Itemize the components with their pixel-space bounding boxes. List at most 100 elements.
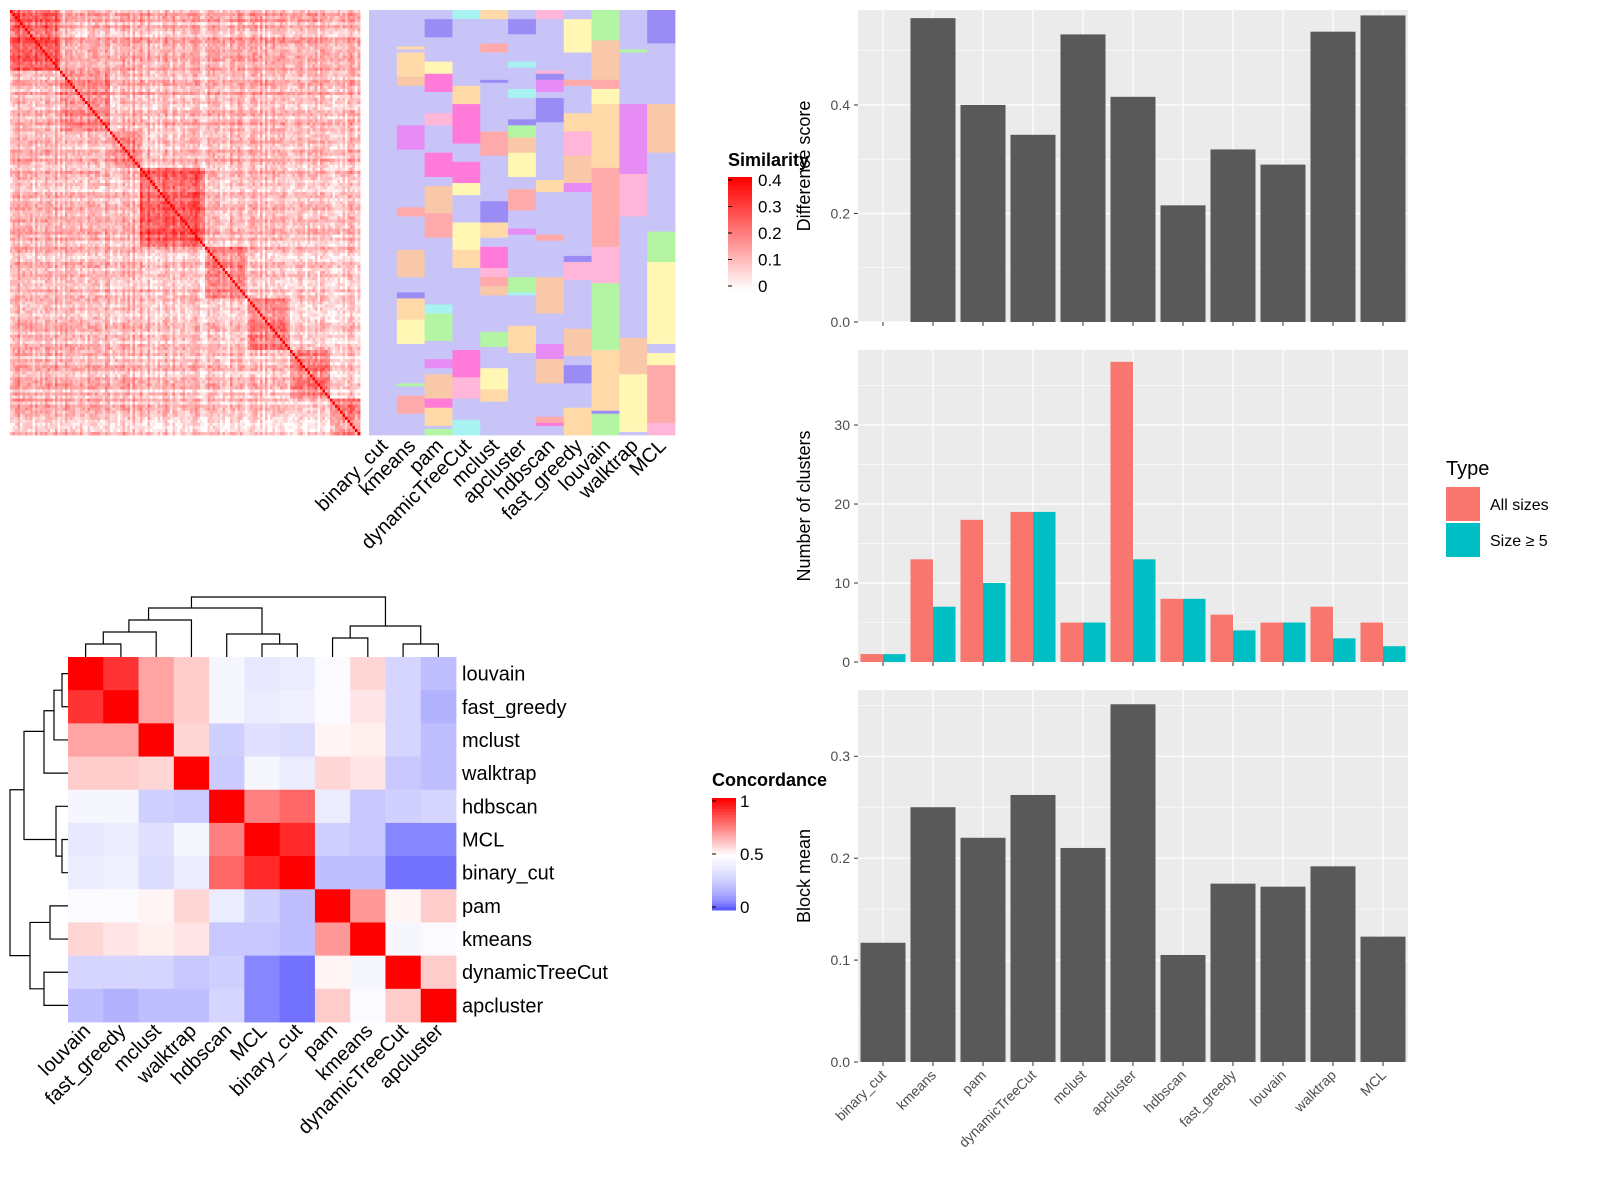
similarity-cell [168,86,171,89]
similarity-cells [10,10,360,435]
similarity-cell [203,101,206,104]
similarity-cell [128,104,131,107]
similarity-cell [305,83,308,86]
similarity-cell [318,16,321,19]
similarity-cell [75,116,78,119]
similarity-cell [283,31,286,34]
similarity-cell [185,16,188,19]
similarity-cell [358,46,361,49]
similarity-cell [230,31,233,34]
similarity-cell [155,43,158,46]
similarity-cell [158,62,161,65]
similarity-cell [213,95,216,98]
similarity-cell [243,80,246,83]
similarity-cell [343,19,346,22]
similarity-cell [285,86,288,89]
similarity-cell [145,59,148,62]
similarity-cell [195,113,198,116]
similarity-cell [28,56,31,59]
similarity-cell [270,113,273,116]
similarity-cell [33,16,36,19]
similarity-cell [245,13,248,16]
similarity-cell [195,62,198,65]
similarity-cell [278,34,281,37]
similarity-cell [288,65,291,68]
similarity-cell [28,89,31,92]
similarity-cell [290,104,293,107]
similarity-cell [228,92,231,95]
similarity-cell [208,43,211,46]
similarity-cell [45,28,48,31]
similarity-cell [208,34,211,37]
similarity-cell [125,53,128,56]
similarity-cell [58,116,61,119]
similarity-cell [310,13,313,16]
similarity-cell [293,59,296,62]
similarity-cell [155,68,158,71]
similarity-cell [58,92,61,95]
similarity-cell [230,89,233,92]
similarity-cell [338,56,341,59]
similarity-cell [140,83,143,86]
similarity-cell [318,53,321,56]
similarity-cell [118,107,121,110]
similarity-cell [200,49,203,52]
similarity-cell [103,62,106,65]
similarity-cell [45,110,48,113]
similarity-cell [348,13,351,16]
similarity-cell [135,77,138,80]
similarity-cell [75,59,78,62]
similarity-cell [343,86,346,89]
similarity-cell [230,43,233,46]
similarity-cell [80,59,83,62]
similarity-cell [235,43,238,46]
similarity-cell [210,71,213,74]
similarity-cell [198,65,201,68]
similarity-cell [23,59,26,62]
similarity-cell [355,107,358,110]
similarity-cell [80,86,83,89]
similarity-cell [150,16,153,19]
similarity-cell [50,25,53,28]
similarity-cell [288,62,291,65]
similarity-cell [70,74,73,77]
similarity-cell [243,113,246,116]
similarity-cell [345,68,348,71]
similarity-cell [50,49,53,52]
similarity-cell [95,28,98,31]
similarity-cell [85,40,88,43]
similarity-cell [125,62,128,65]
similarity-cell [248,71,251,74]
similarity-cell [20,25,23,28]
similarity-cell [168,28,171,31]
similarity-cell [245,116,248,119]
similarity-cell [268,25,271,28]
similarity-cell [225,68,228,71]
similarity-cell [235,101,238,104]
similarity-cell [355,43,358,46]
similarity-cell [293,49,296,52]
similarity-cell [15,83,18,86]
similarity-cell [140,77,143,80]
similarity-cell [228,43,231,46]
similarity-cell [153,83,156,86]
similarity-cell [218,113,221,116]
similarity-cell [175,83,178,86]
similarity-cell [138,110,141,113]
similarity-cell [278,49,281,52]
similarity-cell [255,110,258,113]
similarity-cell [268,71,271,74]
similarity-cell [270,71,273,74]
similarity-cell [165,37,168,40]
similarity-cell [70,110,73,113]
similarity-cell [155,98,158,101]
similarity-cell [288,92,291,95]
similarity-cell [75,31,78,34]
similarity-cell [98,92,101,95]
similarity-cell [248,46,251,49]
similarity-cell [143,83,146,86]
similarity-cell [138,25,141,28]
similarity-cell [123,113,126,116]
similarity-cell [315,98,318,101]
similarity-cell [65,34,68,37]
